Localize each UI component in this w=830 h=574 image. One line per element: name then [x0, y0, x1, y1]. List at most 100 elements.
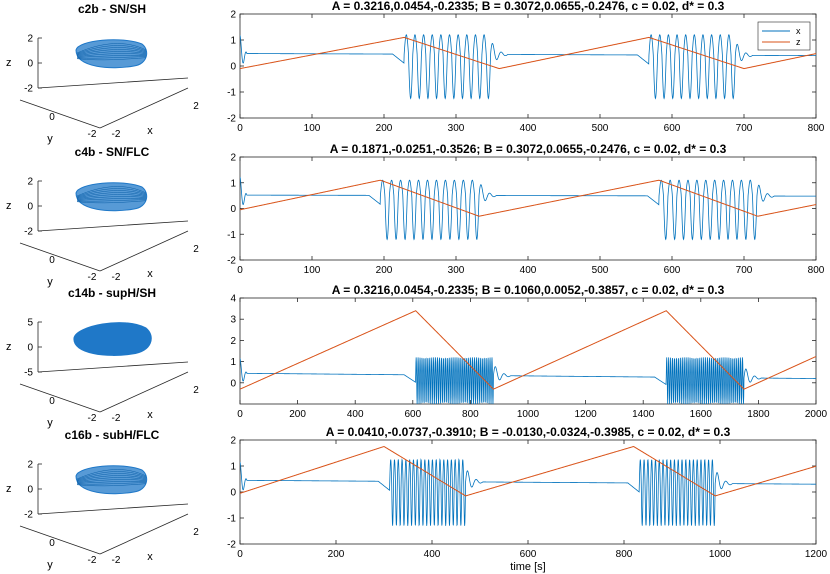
z-axis-label: z [6, 200, 12, 212]
x-tick-label-3d: -2 [112, 555, 121, 566]
z-axis-label: z [6, 483, 12, 495]
attractor-wire [76, 51, 147, 57]
x-tick-label-3d: 2 [193, 527, 199, 538]
x-tick-label: 200 [328, 549, 345, 560]
x-tick-label: 1800 [747, 409, 770, 420]
y-tick-label: 2 [230, 436, 236, 447]
x-tick-label: 800 [808, 265, 825, 276]
x-tick-label: 700 [736, 265, 753, 276]
x-tick-label: 800 [462, 409, 479, 420]
legend: xz [757, 21, 811, 51]
attractor-wire [76, 469, 147, 480]
x-tick-label: 700 [736, 123, 753, 134]
y-tick-label: 0 [49, 255, 55, 266]
series-z-line [240, 445, 816, 497]
x-tick-label: 600 [664, 123, 681, 134]
x-tick-label: 1000 [709, 549, 732, 560]
x-tick-label: 0 [237, 409, 243, 420]
inset-3d-2: c14b - supH/SH -5 0 5 z 0 -2 y -2 2 x [6, 286, 199, 429]
z-tick-label: -2 [24, 227, 33, 238]
y-tick-label: 1 [230, 357, 236, 368]
y-tick-label: -1 [227, 230, 236, 241]
y-tick-label: -1 [227, 514, 236, 525]
x-tick-label: 1400 [632, 409, 655, 420]
y-axis-label: y [47, 133, 53, 145]
legend-label-z: z [796, 37, 801, 47]
y-axis-line [19, 242, 101, 272]
attractor-wire [76, 471, 147, 480]
x-tick-label: 800 [808, 123, 825, 134]
x-axis-title: time [s] [510, 561, 545, 573]
z-tick-label: 0 [27, 485, 33, 496]
z-tick-label: 2 [27, 460, 33, 471]
y-axis-label: y [47, 417, 53, 429]
x-tick-label: 1600 [690, 409, 713, 420]
x-tick-label: 300 [448, 123, 465, 134]
y-tick-label: -2 [88, 129, 97, 140]
y-axis-line [19, 99, 101, 129]
x-tick-label: 0 [237, 265, 243, 276]
attractor-wire [76, 49, 147, 56]
x-tick-label: 1000 [517, 409, 540, 420]
x-tick-label-3d: -2 [112, 272, 121, 283]
attractor-wire [76, 190, 147, 198]
attractor-wire [76, 199, 147, 202]
x-tick-label: 100 [304, 265, 321, 276]
x-tick-label-3d: 2 [193, 385, 199, 396]
inset-3d-0: c2b - SN/SH -2 0 2 z 0 -2 y -2 2 x [6, 2, 199, 145]
y-tick-label: 0 [230, 378, 236, 389]
x-tick-label: 1200 [805, 549, 828, 560]
attractor-surface [73, 322, 152, 356]
y-tick-label: 2 [230, 336, 236, 347]
x-tick-label: 2000 [805, 409, 828, 420]
z-tick-label: 2 [27, 177, 33, 188]
z-tick-label: 2 [27, 34, 33, 45]
x-tick-label: 100 [304, 123, 321, 134]
attractor-wire [76, 188, 147, 197]
subplot-row-1: A = 0.1871,-0.0251,-0.3526; B = 0.3072,0… [227, 142, 825, 276]
axes-box [239, 13, 817, 119]
x-axis-label: x [147, 551, 153, 563]
attractor-wire [76, 192, 147, 199]
x-tick-label: 0 [237, 123, 243, 134]
series-x-line [240, 458, 816, 527]
back-axis-line [37, 220, 189, 232]
series-x-line [240, 357, 816, 404]
y-tick-label: 3 [230, 315, 236, 326]
attractor-wire [76, 477, 147, 483]
attractor-wire [76, 481, 147, 484]
attractor-wire [76, 56, 147, 59]
x-tick-label: 800 [616, 549, 633, 560]
series-z-line [240, 179, 816, 217]
y-tick-label: 1 [230, 36, 236, 47]
attractor-wire [76, 194, 147, 200]
attractor-wire [76, 55, 147, 58]
y-tick-label: 2 [230, 153, 236, 164]
z-tick-label: 5 [27, 318, 33, 329]
y-tick-label: -2 [88, 413, 97, 424]
y-tick-label: -2 [227, 540, 236, 551]
z-tick-label: 0 [27, 59, 33, 70]
x-tick-label-3d: 2 [193, 101, 199, 112]
plot-title: A = 0.0410,-0.0737,-0.3910; B = -0.0130,… [326, 425, 731, 439]
x-tick-label-3d: -2 [112, 413, 121, 424]
z-tick-label: -5 [24, 368, 33, 379]
y-tick-label: -2 [88, 272, 97, 283]
y-tick-label: 0 [230, 488, 236, 499]
inset-title: c14b - supH/SH [68, 286, 156, 300]
z-axis-label: z [6, 341, 12, 353]
subplot-row-2: A = 0.3216,0.0454,-0.2335; B = 0.1060,0.… [230, 283, 827, 420]
attractor-wire [76, 57, 147, 61]
z-tick-label: 0 [27, 202, 33, 213]
y-tick-label: -1 [227, 88, 236, 99]
x-tick-label: 600 [404, 409, 421, 420]
z-tick-label: -2 [24, 84, 33, 95]
x-axis-line [99, 371, 189, 413]
y-tick-label: 1 [230, 462, 236, 473]
attractor-wire [76, 479, 147, 483]
series-z-line [240, 36, 816, 70]
y-tick-label: -2 [227, 114, 236, 125]
x-tick-label: 200 [376, 265, 393, 276]
back-axis-line [37, 361, 189, 373]
